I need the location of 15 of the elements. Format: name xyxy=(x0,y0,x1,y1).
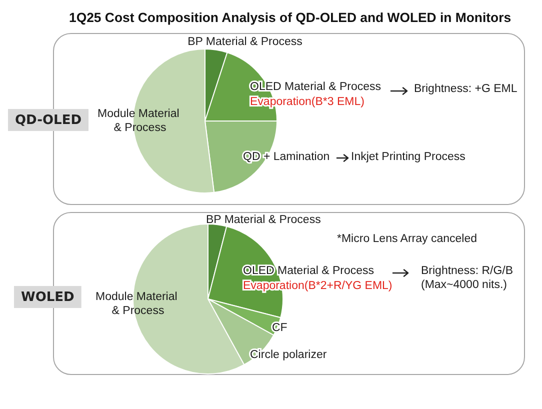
slice-label: QD + Lamination xyxy=(243,151,330,163)
slice-label: Module Material & Process xyxy=(95,291,181,317)
chart-title: 1Q25 Cost Composition Analysis of QD-OLED and WOLED in Monitors xyxy=(69,10,512,25)
slice-label: OLED Material & Process xyxy=(243,265,374,277)
slice-label: BP Material & Process xyxy=(188,36,303,48)
text: *Micro Lens Array canceled xyxy=(337,233,477,245)
slice-label: BP Material & Process xyxy=(206,214,322,226)
text: QD-OLED xyxy=(15,113,82,128)
text: WOLED xyxy=(21,290,75,305)
text: (Max~4000 nits.) xyxy=(421,279,508,291)
slice-label: Circle polarizer xyxy=(250,349,327,361)
text: Inkjet Printing Process xyxy=(351,151,466,163)
text: Brightness: R/G/B xyxy=(421,265,514,277)
slice-label: Module Material & Process xyxy=(97,108,183,134)
text: Brightness: +G EML xyxy=(414,83,518,95)
